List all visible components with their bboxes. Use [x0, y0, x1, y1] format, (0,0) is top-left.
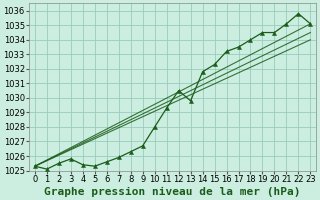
X-axis label: Graphe pression niveau de la mer (hPa): Graphe pression niveau de la mer (hPa) [44, 186, 301, 197]
